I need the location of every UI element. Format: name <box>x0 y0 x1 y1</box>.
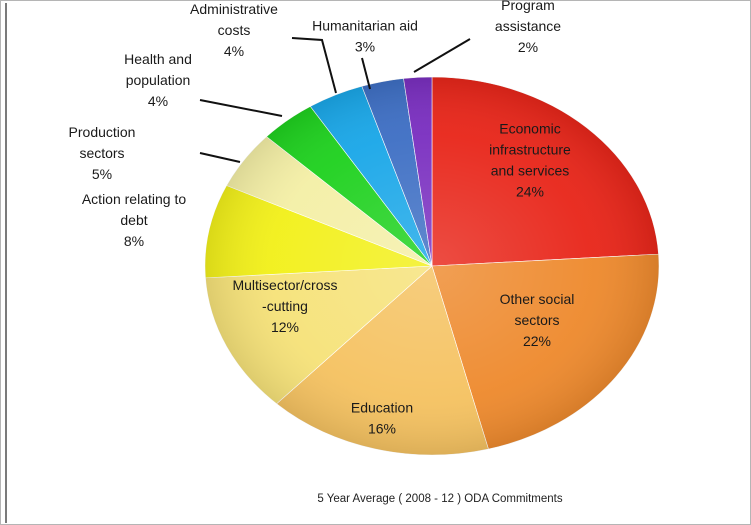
slice-label-line: -cutting <box>262 298 308 314</box>
slice-label-line: sectors <box>79 145 124 161</box>
slice-percent: 8% <box>124 233 144 249</box>
slice-label-line: assistance <box>495 18 561 34</box>
slice-label: Education 16% <box>351 400 413 437</box>
leader-line <box>361 57 371 90</box>
slice-percent: 16% <box>368 421 396 437</box>
slice-label-line: Production <box>69 124 136 140</box>
slice-label-line: infrastructure <box>489 142 571 158</box>
slice-label-line: Other social <box>500 291 575 307</box>
slice-label: Humanitarian aid 3% <box>312 18 418 55</box>
slice-percent: 2% <box>518 39 538 55</box>
leader-line <box>199 152 241 163</box>
slice-label-line: debt <box>120 212 147 228</box>
slice-label: Multisector/cross -cutting 12% <box>232 277 337 335</box>
slice-label-line: Multisector/cross <box>232 277 337 293</box>
slice-label-line: Humanitarian aid <box>312 18 418 34</box>
left-border-line <box>5 3 7 523</box>
slice-label-line: costs <box>218 22 251 38</box>
slice-label: Health and population 4% <box>124 51 192 109</box>
slice-percent: 22% <box>523 333 551 349</box>
slice-label-line: Program <box>501 0 555 13</box>
leader-line <box>291 37 337 94</box>
slice-label: Administrative costs 4% <box>190 1 278 59</box>
slice-percent: 24% <box>516 184 544 200</box>
slice-label-line: sectors <box>514 312 559 328</box>
slice-percent: 4% <box>148 93 168 109</box>
slice-label: Program assistance 2% <box>495 0 561 55</box>
slice-label-line: Education <box>351 400 413 416</box>
slice-label: Production sectors 5% <box>69 124 136 182</box>
slice-percent: 5% <box>92 166 112 182</box>
slice-label-line: population <box>126 72 191 88</box>
slice-label: Economic infrastructure and services 24% <box>489 121 571 200</box>
leader-lines <box>199 37 471 163</box>
chart-caption: 5 Year Average ( 2008 - 12 ) ODA Commitm… <box>317 493 562 505</box>
leader-line <box>199 99 283 117</box>
slice-label-line: Administrative <box>190 1 278 17</box>
leader-line <box>413 38 471 73</box>
slice-percent: 4% <box>224 43 244 59</box>
slice-label: Action relating to debt 8% <box>82 191 186 249</box>
slice-labels: Economic infrastructure and services 24% Oth… <box>69 0 575 437</box>
slice-percent: 12% <box>271 319 299 335</box>
slice-label-line: Action relating to <box>82 191 186 207</box>
slice-label-line: Economic <box>499 121 560 137</box>
slice-percent: 3% <box>355 39 375 55</box>
slice-label: Other social sectors 22% <box>500 291 575 349</box>
slice-label-line: Health and <box>124 51 192 67</box>
pie-slices <box>204 76 660 456</box>
slice-label-line: and services <box>491 163 570 179</box>
